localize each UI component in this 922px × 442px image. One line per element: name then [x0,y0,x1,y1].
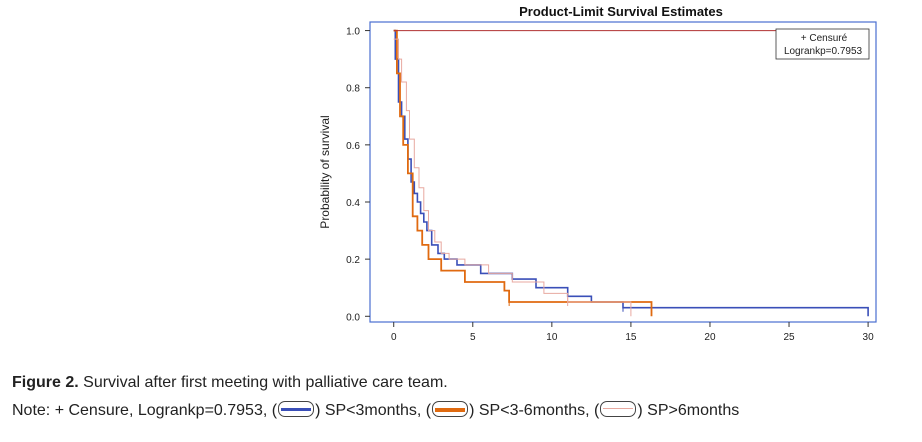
y-tick-label: 0.6 [346,141,360,152]
x-tick-label: 25 [783,332,795,343]
legend-logrank: Logrankp=0.7953 [784,46,863,57]
x-tick-label: 30 [863,332,875,343]
figure-caption-text: Survival after first meeting with pallia… [83,374,448,391]
x-tick-label: 20 [704,332,716,343]
chart-title: Product-Limit Survival Estimates [519,4,723,19]
y-tick-label: 0.4 [346,198,360,209]
y-tick-label: 1.0 [346,27,360,38]
legend-swatch-sp-gt-6 [600,401,637,417]
series-layer [393,29,869,317]
y-tick-label: 0.0 [346,312,360,323]
figure-caption: Figure 2. Survival after first meeting w… [12,374,448,392]
y-tick-label: 0.2 [346,255,360,266]
x-tick-label: 10 [546,332,558,343]
x-tick-label: 15 [625,332,637,343]
figure-note: Note: + Censure, Logrankp=0.7953, ( ) SP<… [12,401,739,420]
series-sp-6months-line [393,38,632,317]
y-axis-label: Probability of survival [318,115,332,228]
x-axis: 0 5 10 15 20 25 30 [391,322,874,343]
legend-box: + Censuré Logrankp=0.7953 [775,28,870,60]
plot-frame [369,21,877,323]
x-tick-label: 0 [391,332,397,343]
legend-swatch-sp-lt-3 [278,401,315,417]
note-prefix: Note: + Censure, Logrankp=0.7953, ( [12,402,278,419]
note-series-1: ) SP<3months, ( [315,402,432,419]
note-series-2: ) SP<3-6months, ( [469,402,600,419]
legend-swatch-sp-3-6 [432,401,469,417]
figure-label: Figure 2. [12,374,79,391]
y-tick-label: 0.8 [346,84,360,95]
note-series-3: ) SP>6months [637,402,740,419]
x-tick-label: 5 [470,332,476,343]
survival-chart: Product-Limit Survival Estimates 0.00.20… [318,4,877,343]
series-sp-3-6months-line [393,29,653,317]
y-axis: 0.0 0.2 0.4 0.6 0.8 1.0 [346,27,370,323]
legend-censure: + Censuré [801,33,848,44]
series-sp-3months-line [393,29,869,317]
